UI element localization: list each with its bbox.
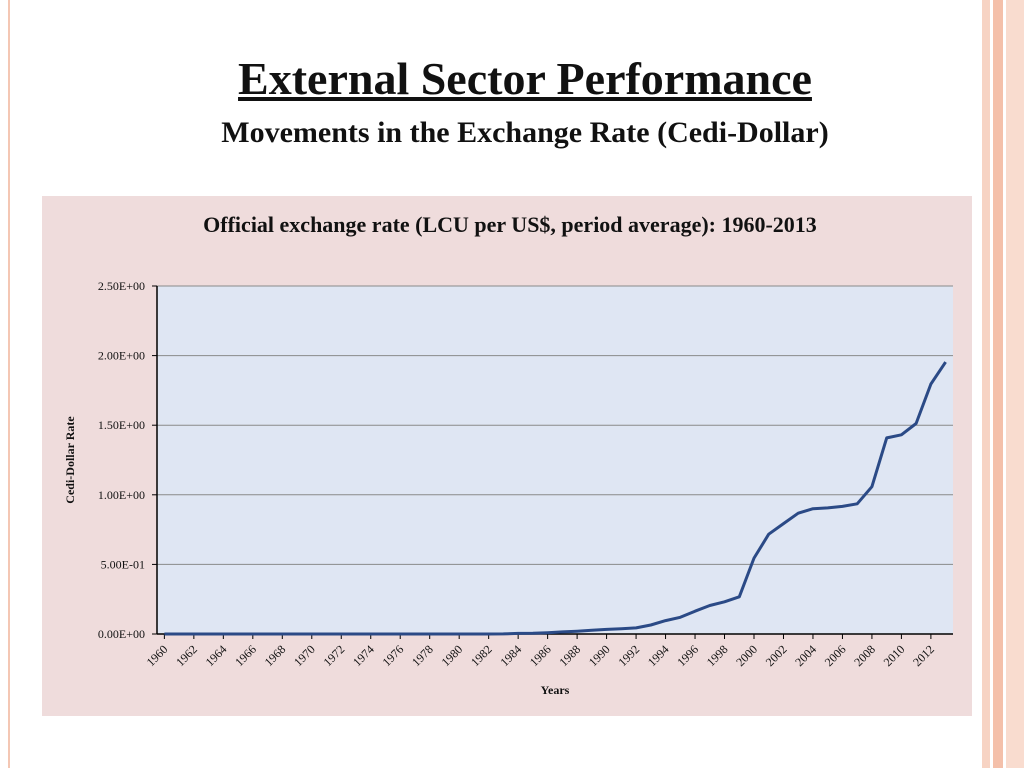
slide-subtitle: Movements in the Exchange Rate (Cedi-Dol… — [221, 116, 829, 149]
y-tick-label: 2.00E+00 — [98, 349, 145, 363]
border-stripe — [982, 0, 990, 768]
x-tick-label: 1972 — [321, 642, 348, 669]
x-tick-label: 2004 — [792, 642, 819, 669]
x-tick-label: 2010 — [881, 642, 908, 669]
x-tick-label: 1990 — [586, 642, 613, 669]
y-axis-label: Cedi-Dollar Rate — [63, 416, 77, 504]
x-tick-label: 1960 — [144, 642, 171, 669]
x-tick-label: 2006 — [822, 642, 849, 669]
y-tick-label: 2.50E+00 — [98, 279, 145, 293]
x-tick-label: 1996 — [674, 642, 701, 669]
x-tick-label: 2012 — [910, 642, 937, 669]
y-tick-label: 5.00E-01 — [101, 557, 145, 571]
x-tick-label: 1984 — [497, 642, 524, 669]
border-stripe — [8, 0, 10, 768]
data-line — [164, 361, 947, 636]
y-tick-label: 0.00E+00 — [98, 627, 145, 641]
x-tick-label: 1976 — [379, 642, 406, 669]
x-tick-label: 1986 — [527, 642, 554, 669]
x-tick-label: 1992 — [615, 642, 642, 669]
x-tick-label: 1980 — [438, 642, 465, 669]
x-tick-label: 1978 — [409, 642, 436, 669]
x-tick-label: 1998 — [704, 642, 731, 669]
x-axis-label: Years — [541, 683, 570, 697]
chart-title: Official exchange rate (LCU per US$, per… — [203, 212, 817, 237]
x-tick-label: 1974 — [350, 642, 377, 669]
x-tick-label: 2000 — [733, 642, 760, 669]
x-tick-label: 1988 — [556, 642, 583, 669]
x-tick-label: 2008 — [851, 642, 878, 669]
x-tick-label: 1970 — [291, 642, 318, 669]
slide-title: External Sector Performance — [238, 53, 812, 104]
x-tick-label: 1982 — [468, 642, 495, 669]
x-tick-label: 1962 — [173, 642, 200, 669]
plot-area — [157, 286, 953, 634]
y-tick-label: 1.50E+00 — [98, 418, 145, 432]
x-tick-label: 1966 — [232, 642, 259, 669]
border-stripe — [993, 0, 1003, 768]
y-tick-label: 1.00E+00 — [98, 488, 145, 502]
x-tick-label: 1964 — [203, 642, 230, 669]
border-stripe — [1006, 0, 1024, 768]
x-tick-label: 2002 — [763, 642, 790, 669]
x-tick-label: 1994 — [645, 642, 672, 669]
x-tick-label: 1968 — [262, 642, 289, 669]
